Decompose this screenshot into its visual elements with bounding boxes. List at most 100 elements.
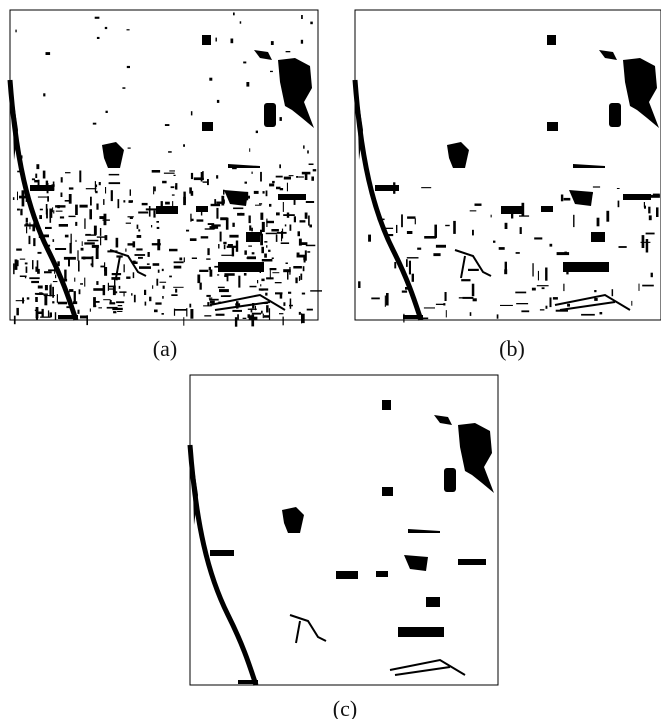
speckle <box>193 177 204 181</box>
speckle <box>21 197 25 207</box>
frame <box>354 9 661 321</box>
speckle <box>59 216 65 219</box>
speckle <box>269 268 277 271</box>
speckle <box>119 291 127 293</box>
speckle <box>308 163 314 165</box>
speckle <box>107 250 118 253</box>
speckle <box>435 244 446 248</box>
speckle <box>156 278 159 286</box>
speckle <box>46 183 49 194</box>
speckle <box>200 212 203 216</box>
speckle <box>189 187 192 194</box>
speckle <box>131 261 138 264</box>
speckle <box>252 303 255 309</box>
speckle <box>648 206 651 214</box>
speckle <box>102 285 106 296</box>
speckle <box>265 292 268 296</box>
speckle <box>141 202 148 206</box>
speckle <box>266 220 274 224</box>
speckle <box>270 70 273 73</box>
speckle <box>75 204 78 215</box>
speckle <box>95 190 98 194</box>
speckle <box>493 240 496 243</box>
speckle <box>288 291 292 294</box>
speckle <box>35 307 39 319</box>
speckle <box>247 256 256 260</box>
speckle <box>170 186 175 189</box>
speckle <box>248 245 252 247</box>
speckle <box>73 291 76 302</box>
speckle <box>262 313 264 319</box>
speckle <box>24 224 34 227</box>
speckle <box>90 196 92 206</box>
speckle <box>159 281 167 283</box>
speckle <box>200 172 203 182</box>
speckle <box>247 265 256 268</box>
speckle <box>122 87 126 89</box>
speckle <box>132 260 136 262</box>
speckle <box>260 233 263 246</box>
speckle <box>190 172 194 180</box>
speckle <box>55 210 63 212</box>
speckle <box>132 272 135 279</box>
speckle <box>303 259 306 263</box>
speckle <box>421 187 432 189</box>
speckle <box>301 313 303 324</box>
speckle <box>153 186 155 195</box>
speckle <box>68 194 72 204</box>
speckle <box>396 224 398 233</box>
speckle <box>163 172 175 174</box>
speckle <box>17 170 22 173</box>
speckle <box>549 297 552 308</box>
speckle <box>67 291 70 294</box>
speckle <box>260 171 262 182</box>
speckle <box>218 301 222 304</box>
speckle <box>281 228 284 239</box>
speckle <box>16 307 19 316</box>
speckle <box>37 196 48 198</box>
speckle <box>16 248 22 251</box>
speckle <box>100 236 102 246</box>
speckle <box>123 291 125 297</box>
speckle <box>249 225 252 231</box>
speckle <box>26 297 30 300</box>
speckle <box>408 260 411 275</box>
speckle <box>19 275 27 277</box>
speckle <box>104 26 108 30</box>
speckle <box>74 277 76 282</box>
speckle <box>52 239 55 242</box>
speckle <box>223 189 225 195</box>
speckle <box>249 285 257 288</box>
speckle <box>43 93 46 97</box>
speckle <box>44 271 52 274</box>
speckle <box>199 269 209 272</box>
speckle <box>55 205 66 208</box>
speckle <box>243 61 247 64</box>
panel-a <box>10 9 322 327</box>
speckle <box>433 253 441 257</box>
speckle <box>232 166 237 170</box>
speckle <box>45 52 51 55</box>
speckle <box>105 110 108 113</box>
speckle <box>616 188 620 189</box>
speckle <box>297 231 300 237</box>
speckle <box>126 276 131 279</box>
speckle <box>393 182 396 194</box>
speckle <box>73 301 78 305</box>
speckle <box>594 290 597 293</box>
speckle <box>165 201 170 205</box>
speckle <box>84 242 95 245</box>
speckle <box>221 254 233 256</box>
speckle <box>269 268 271 280</box>
speckle <box>545 305 548 309</box>
speckle <box>545 267 548 281</box>
speckle <box>280 242 290 244</box>
speckle <box>207 223 215 225</box>
speckle <box>223 244 226 250</box>
speckle <box>417 317 429 320</box>
speckle <box>168 151 172 153</box>
speckle <box>645 239 649 253</box>
speckle <box>401 290 408 293</box>
speckle <box>371 297 380 300</box>
speckle <box>255 204 262 206</box>
